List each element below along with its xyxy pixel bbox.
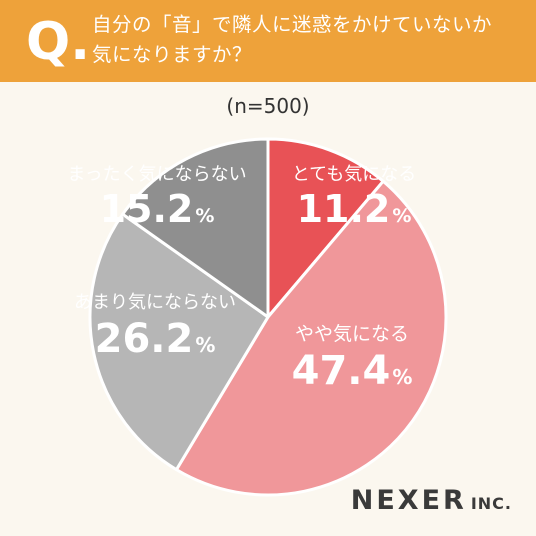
pie-slice [88, 212, 270, 472]
question-line-2: 気になりますか？ [92, 43, 253, 66]
slice-name-label: とても気になる [292, 164, 417, 185]
slice-name-label: やや気になる [295, 323, 409, 345]
pie-slice [174, 179, 448, 497]
question-text: 自分の「音」で隣人に迷惑をかけていないか 気になりますか？ [92, 10, 522, 70]
slice-value-label: 11.2% [297, 187, 412, 231]
slice-name-label: まったく気にならない [67, 164, 246, 185]
slice-value-label: 26.2% [95, 316, 216, 362]
slice-value-label: 15.2% [100, 187, 215, 231]
slice-name-label: あまり気にならない [74, 292, 236, 313]
pie-slice [266, 137, 385, 319]
logo-suffix: INC. [470, 494, 512, 513]
question-line-1: 自分の「音」で隣人に迷惑をかけていないか [92, 13, 493, 36]
logo-main: NEXER [350, 485, 467, 516]
company-logo: NEXER INC. [351, 485, 512, 516]
question-header: Q. 自分の「音」で隣人に迷惑をかけていないか 気になりますか？ [0, 0, 536, 82]
slice-value-label: 47.4% [292, 348, 413, 394]
pie-slice [121, 137, 270, 319]
sample-size: (n=500) [226, 94, 310, 118]
